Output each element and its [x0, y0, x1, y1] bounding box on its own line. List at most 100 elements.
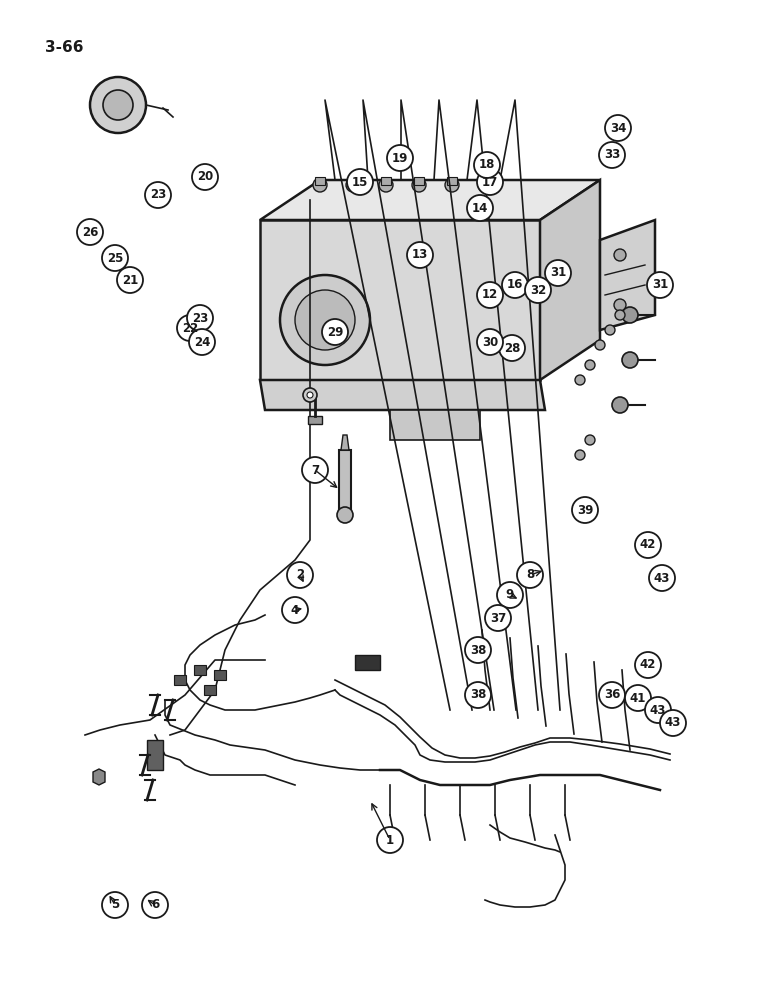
Circle shape — [303, 388, 317, 402]
Text: 32: 32 — [530, 284, 546, 296]
Circle shape — [187, 305, 213, 331]
Circle shape — [337, 507, 353, 523]
Circle shape — [599, 682, 625, 708]
Circle shape — [407, 242, 433, 268]
Polygon shape — [174, 675, 186, 685]
Circle shape — [635, 652, 661, 678]
Circle shape — [192, 164, 218, 190]
Text: 9: 9 — [506, 588, 514, 601]
Polygon shape — [381, 177, 391, 185]
Circle shape — [585, 435, 595, 445]
Polygon shape — [355, 655, 380, 670]
Polygon shape — [260, 220, 540, 380]
Text: 42: 42 — [640, 658, 656, 672]
Polygon shape — [308, 416, 322, 424]
Circle shape — [445, 178, 459, 192]
Text: 34: 34 — [610, 121, 626, 134]
Polygon shape — [339, 450, 351, 510]
Circle shape — [346, 178, 360, 192]
Circle shape — [622, 352, 638, 368]
Text: 8: 8 — [526, 568, 534, 582]
Circle shape — [465, 682, 491, 708]
Text: 23: 23 — [150, 188, 166, 202]
Circle shape — [142, 892, 168, 918]
Polygon shape — [447, 177, 457, 185]
Text: 1: 1 — [386, 834, 394, 846]
Circle shape — [302, 457, 328, 483]
Polygon shape — [600, 220, 655, 330]
Text: 6: 6 — [151, 898, 159, 912]
Text: 25: 25 — [107, 251, 123, 264]
Text: 15: 15 — [352, 176, 368, 188]
Text: 13: 13 — [412, 248, 428, 261]
Circle shape — [645, 697, 671, 723]
Polygon shape — [414, 177, 424, 185]
Circle shape — [467, 195, 493, 221]
Circle shape — [622, 307, 638, 323]
Polygon shape — [204, 685, 216, 695]
Circle shape — [499, 335, 525, 361]
Text: 17: 17 — [482, 176, 498, 188]
Text: 20: 20 — [197, 170, 213, 184]
Text: 16: 16 — [507, 278, 523, 292]
Text: 3-66: 3-66 — [45, 40, 83, 55]
Circle shape — [90, 77, 146, 133]
Text: 12: 12 — [482, 288, 498, 302]
Text: 31: 31 — [550, 266, 566, 279]
Text: 22: 22 — [182, 322, 198, 334]
Text: 24: 24 — [193, 336, 210, 349]
Text: 21: 21 — [122, 273, 138, 286]
Text: 18: 18 — [479, 158, 495, 172]
Circle shape — [649, 565, 675, 591]
Circle shape — [612, 397, 628, 413]
Text: 26: 26 — [82, 226, 98, 238]
Circle shape — [177, 315, 203, 341]
Circle shape — [575, 375, 585, 385]
Text: 42: 42 — [640, 538, 656, 552]
Circle shape — [412, 178, 426, 192]
Circle shape — [102, 245, 128, 271]
Text: 39: 39 — [577, 504, 593, 516]
Text: 29: 29 — [327, 326, 343, 338]
Text: 7: 7 — [311, 464, 319, 477]
Circle shape — [660, 710, 686, 736]
Circle shape — [307, 392, 313, 398]
Text: 28: 28 — [504, 342, 520, 355]
Polygon shape — [348, 177, 358, 185]
Text: 37: 37 — [490, 611, 506, 624]
Circle shape — [647, 272, 673, 298]
Circle shape — [313, 178, 327, 192]
Polygon shape — [260, 380, 545, 410]
Circle shape — [585, 360, 595, 370]
Circle shape — [525, 277, 551, 303]
Circle shape — [595, 340, 605, 350]
Circle shape — [377, 827, 403, 853]
Polygon shape — [260, 180, 600, 220]
Text: 23: 23 — [192, 312, 208, 324]
Polygon shape — [214, 670, 226, 680]
Polygon shape — [540, 180, 600, 380]
Circle shape — [280, 275, 370, 365]
Circle shape — [517, 562, 543, 588]
Circle shape — [635, 532, 661, 558]
Circle shape — [572, 497, 598, 523]
Text: 19: 19 — [392, 151, 408, 164]
Circle shape — [625, 685, 651, 711]
Circle shape — [145, 182, 171, 208]
Circle shape — [478, 178, 492, 192]
Circle shape — [545, 260, 571, 286]
Circle shape — [387, 145, 413, 171]
Circle shape — [474, 152, 500, 178]
Circle shape — [282, 597, 308, 623]
Circle shape — [615, 310, 625, 320]
Text: 31: 31 — [652, 278, 668, 292]
Text: 43: 43 — [650, 704, 666, 716]
Text: 5: 5 — [111, 898, 119, 912]
Polygon shape — [194, 665, 206, 675]
Circle shape — [497, 582, 523, 608]
Text: 36: 36 — [604, 688, 620, 702]
Text: 2: 2 — [296, 568, 304, 582]
Circle shape — [102, 892, 128, 918]
Circle shape — [379, 178, 393, 192]
Circle shape — [287, 562, 313, 588]
